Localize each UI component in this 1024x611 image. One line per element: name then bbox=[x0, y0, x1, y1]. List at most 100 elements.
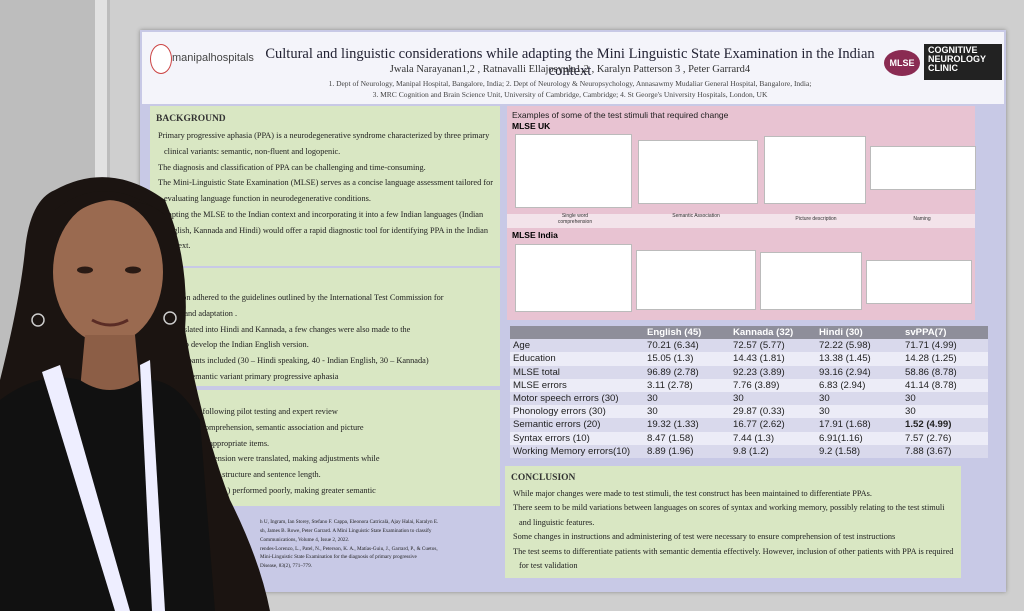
table-cell: 3.11 (2.78) bbox=[644, 378, 730, 392]
clinic-logo: COGNITIVE NEUROLOGY CLINIC bbox=[924, 44, 1002, 80]
table-cell: 6.83 (2.94) bbox=[816, 378, 902, 392]
table-row: Age 70.21 (6.34) 72.57 (5.77) 72.22 (5.98) 7… bbox=[510, 339, 988, 353]
table-cell: 96.89 (2.78) bbox=[644, 365, 730, 379]
table-cell: 71.71 (4.99) bbox=[902, 339, 988, 353]
table-cell: Education bbox=[510, 352, 644, 366]
table-cell: Phonology errors (30) bbox=[510, 405, 644, 419]
section-text: While major changes were made to test st… bbox=[513, 488, 872, 498]
stimulus-image bbox=[866, 260, 972, 304]
table-cell: 30 bbox=[644, 405, 730, 419]
table-cell: 72.22 (5.98) bbox=[816, 339, 902, 353]
table-cell: MLSE errors bbox=[510, 378, 644, 392]
table-cell: 30 bbox=[902, 405, 988, 419]
table-cell: 16.77 (2.62) bbox=[730, 418, 816, 432]
caption: Picture description bbox=[795, 216, 837, 222]
table-cell: 13.38 (1.45) bbox=[816, 352, 902, 366]
stimulus-image bbox=[764, 136, 866, 204]
table-cell: 1.52 (4.99) bbox=[902, 418, 988, 432]
section-text: c variant PPA (svPPA) performed poorly, … bbox=[156, 485, 376, 495]
section-text: , single word comprehension, semantic as… bbox=[156, 422, 364, 432]
section-label: MLSE UK bbox=[512, 121, 551, 131]
neck bbox=[80, 335, 140, 390]
section-text: ents with semantic variant primary progr… bbox=[156, 371, 339, 381]
table-cell: MLSE total bbox=[510, 365, 644, 379]
face bbox=[53, 200, 163, 344]
table-cell: Syntax errors (10) bbox=[510, 431, 644, 445]
table-row: Working Memory errors(10) 8.89 (1.96) 9.8 … bbox=[510, 444, 988, 458]
table-cell: 8.47 (1.58) bbox=[644, 431, 730, 445]
table-cell: 30 bbox=[816, 405, 902, 419]
table-cell: Semantic errors (20) bbox=[510, 418, 644, 432]
table-row: Semantic errors (20) 19.32 (1.33) 16.77 (2… bbox=[510, 418, 988, 432]
table-cell: 9.2 (1.58) bbox=[816, 444, 902, 458]
table-cell: 7.76 (3.89) bbox=[730, 378, 816, 392]
section-text: Primary progressive aphasia (PPA) is a n… bbox=[158, 131, 490, 156]
table-cell: 17.91 (1.68) bbox=[816, 418, 902, 432]
section-text: There seem to be mild variations between… bbox=[513, 503, 945, 527]
section-text: The test seems to differentiate patients… bbox=[513, 546, 954, 571]
section-label: MLSE India bbox=[512, 230, 558, 240]
section-text: Some changes in instructions and adminis… bbox=[513, 532, 896, 542]
affiliation: 3. MRC Cognition and Brain Science Unit,… bbox=[372, 90, 768, 99]
table-cell: 14.28 (1.25) bbox=[902, 352, 988, 366]
section-text: rendes-Lorenzo, L., Patel, N., Peterson,… bbox=[260, 545, 438, 552]
table-cell: 15.05 (1.3) bbox=[644, 352, 730, 366]
table-cell: 7.44 (1.3) bbox=[730, 431, 816, 445]
lanyard bbox=[42, 365, 130, 611]
table-cell: Hindi (30) bbox=[816, 326, 902, 340]
conclusion-section: CONCLUSION While major changes were made … bbox=[505, 466, 961, 578]
poster-title: Cultural and linguistic considerations w… bbox=[265, 46, 875, 79]
section-text: sh, James B. Rowe, Peter Garrard. A Mini… bbox=[260, 527, 432, 534]
mlse-logo: MLSE bbox=[884, 50, 920, 76]
table-cell: 30 bbox=[644, 391, 730, 406]
section-heading: BACKGROUND bbox=[156, 114, 226, 124]
table-cell: 9.8 (1.2) bbox=[730, 444, 816, 458]
section-text: hy participants included (30 – Hindi spe… bbox=[156, 356, 429, 366]
table-cell: Motor speech errors (30) bbox=[510, 391, 644, 406]
table-cell: 7.57 (2.76) bbox=[902, 431, 988, 445]
table-cell: 72.57 (5.77) bbox=[730, 339, 816, 353]
table-row: English (45) Kannada (32) Hindi (30) svPPA(… bbox=[510, 326, 988, 340]
table-cell: 30 bbox=[902, 391, 988, 406]
section-text: Communications, Volume 4, Issue 2, 2022. bbox=[260, 536, 350, 543]
table-cell: Working Memory errors(10) bbox=[510, 444, 644, 458]
table-cell: Age bbox=[510, 339, 644, 353]
poster-header bbox=[142, 32, 1004, 104]
table-cell: English (45) bbox=[644, 326, 730, 340]
results-table: English (45) Kannada (32) Hindi (30) svPPA(… bbox=[510, 326, 988, 458]
table-cell: 30 bbox=[816, 391, 902, 406]
stimulus-image bbox=[515, 134, 632, 208]
table-cell: 8.89 (1.96) bbox=[644, 444, 730, 458]
earring bbox=[31, 313, 45, 327]
affiliation: 1. Dept of Neurology, Manipal Hospital, … bbox=[328, 79, 812, 88]
authors: Jwala Narayanan1,2 , Ratnavalli Ellajosy… bbox=[389, 64, 751, 75]
section-text: was translated into Hindi and Kannada, a… bbox=[156, 324, 411, 334]
table-cell: 92.23 (3.89) bbox=[730, 365, 816, 379]
section-text: plexity of language structure and senten… bbox=[156, 470, 321, 479]
table-row: Education 15.05 (1.3) 14.43 (1.81) 13.38 (1… bbox=[510, 352, 988, 366]
earring bbox=[163, 311, 177, 325]
caption: Single word comprehension bbox=[557, 213, 593, 225]
section-text: h U, Ingram, Ian Storey, Stefano F. Capp… bbox=[260, 519, 439, 525]
table-row: Syntax errors (10) 8.47 (1.58) 7.44 (1.3) 6… bbox=[510, 431, 988, 445]
section-text: nslation and adaptation . bbox=[156, 308, 238, 318]
eye bbox=[125, 266, 141, 274]
section-text: Disease, 83(2), 771–779. bbox=[260, 563, 313, 570]
table-cell: Kannada (32) bbox=[730, 326, 816, 340]
section-text: The diagnosis and classification of PPA … bbox=[158, 162, 426, 172]
lips bbox=[91, 318, 129, 327]
table-cell: 41.14 (8.78) bbox=[902, 378, 988, 392]
section-text: Mini-Linguistic State Examination for th… bbox=[260, 554, 417, 561]
section-text: tion and comprehension were translated, … bbox=[156, 454, 380, 464]
table-cell: 58.86 (8.78) bbox=[902, 365, 988, 379]
stimulus-image bbox=[760, 252, 862, 310]
lanyard bbox=[140, 360, 165, 611]
table-cell: svPPA(7) bbox=[902, 326, 988, 340]
section-text: placed by more appropriate items. bbox=[156, 438, 270, 448]
table-cell: 6.91(1.16) bbox=[816, 431, 902, 445]
eye bbox=[77, 266, 93, 274]
caption: Naming bbox=[913, 216, 931, 222]
table-row: MLSE errors 3.11 (2.78) 7.76 (3.89) 6.83 (2… bbox=[510, 378, 988, 392]
stimulus-image bbox=[636, 250, 756, 310]
